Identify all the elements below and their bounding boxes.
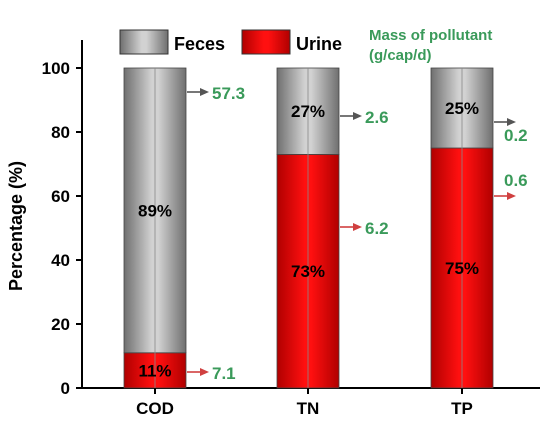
mass-arrow-head <box>200 88 209 96</box>
mass-value-urine: 6.2 <box>365 219 389 238</box>
legend-label-feces: Feces <box>174 34 225 54</box>
x-tick-label: COD <box>136 399 174 418</box>
mass-arrow-head <box>353 223 362 231</box>
legend-label-urine: Urine <box>296 34 342 54</box>
mass-value-urine: 0.6 <box>504 171 528 190</box>
legend-swatch-feces <box>119 29 169 55</box>
legend-swatch-urine <box>241 29 291 55</box>
mass-arrow-head <box>200 368 209 376</box>
y-axis-label: Percentage (%) <box>6 161 26 291</box>
data-label-feces: 89% <box>138 201 172 220</box>
y-tick-label: 60 <box>51 187 70 206</box>
data-label-feces: 27% <box>291 102 325 121</box>
y-tick-label: 0 <box>61 379 70 398</box>
mass-title-line2: (g/cap/d) <box>369 47 432 64</box>
data-label-urine: 75% <box>445 259 479 278</box>
mass-value-urine: 7.1 <box>212 364 236 383</box>
x-tick-label: TP <box>451 399 473 418</box>
y-tick-label: 20 <box>51 315 70 334</box>
legend: Feces Urine <box>119 29 342 55</box>
mass-value-feces: 2.6 <box>365 108 389 127</box>
mass-value-feces: 57.3 <box>212 84 245 103</box>
data-label-feces: 25% <box>445 99 479 118</box>
x-tick-label: TN <box>297 399 320 418</box>
mass-arrow-head <box>507 118 516 126</box>
mass-arrow-head <box>507 192 516 200</box>
mass-title-line1: Mass of pollutant <box>369 27 492 44</box>
mass-value-feces: 0.2 <box>504 126 528 145</box>
data-label-urine: 73% <box>291 262 325 281</box>
mass-arrow-head <box>353 112 362 120</box>
y-tick-label: 40 <box>51 251 70 270</box>
data-label-urine: 11% <box>138 361 171 380</box>
y-tick-label: 100 <box>42 59 70 78</box>
y-tick-label: 80 <box>51 123 70 142</box>
